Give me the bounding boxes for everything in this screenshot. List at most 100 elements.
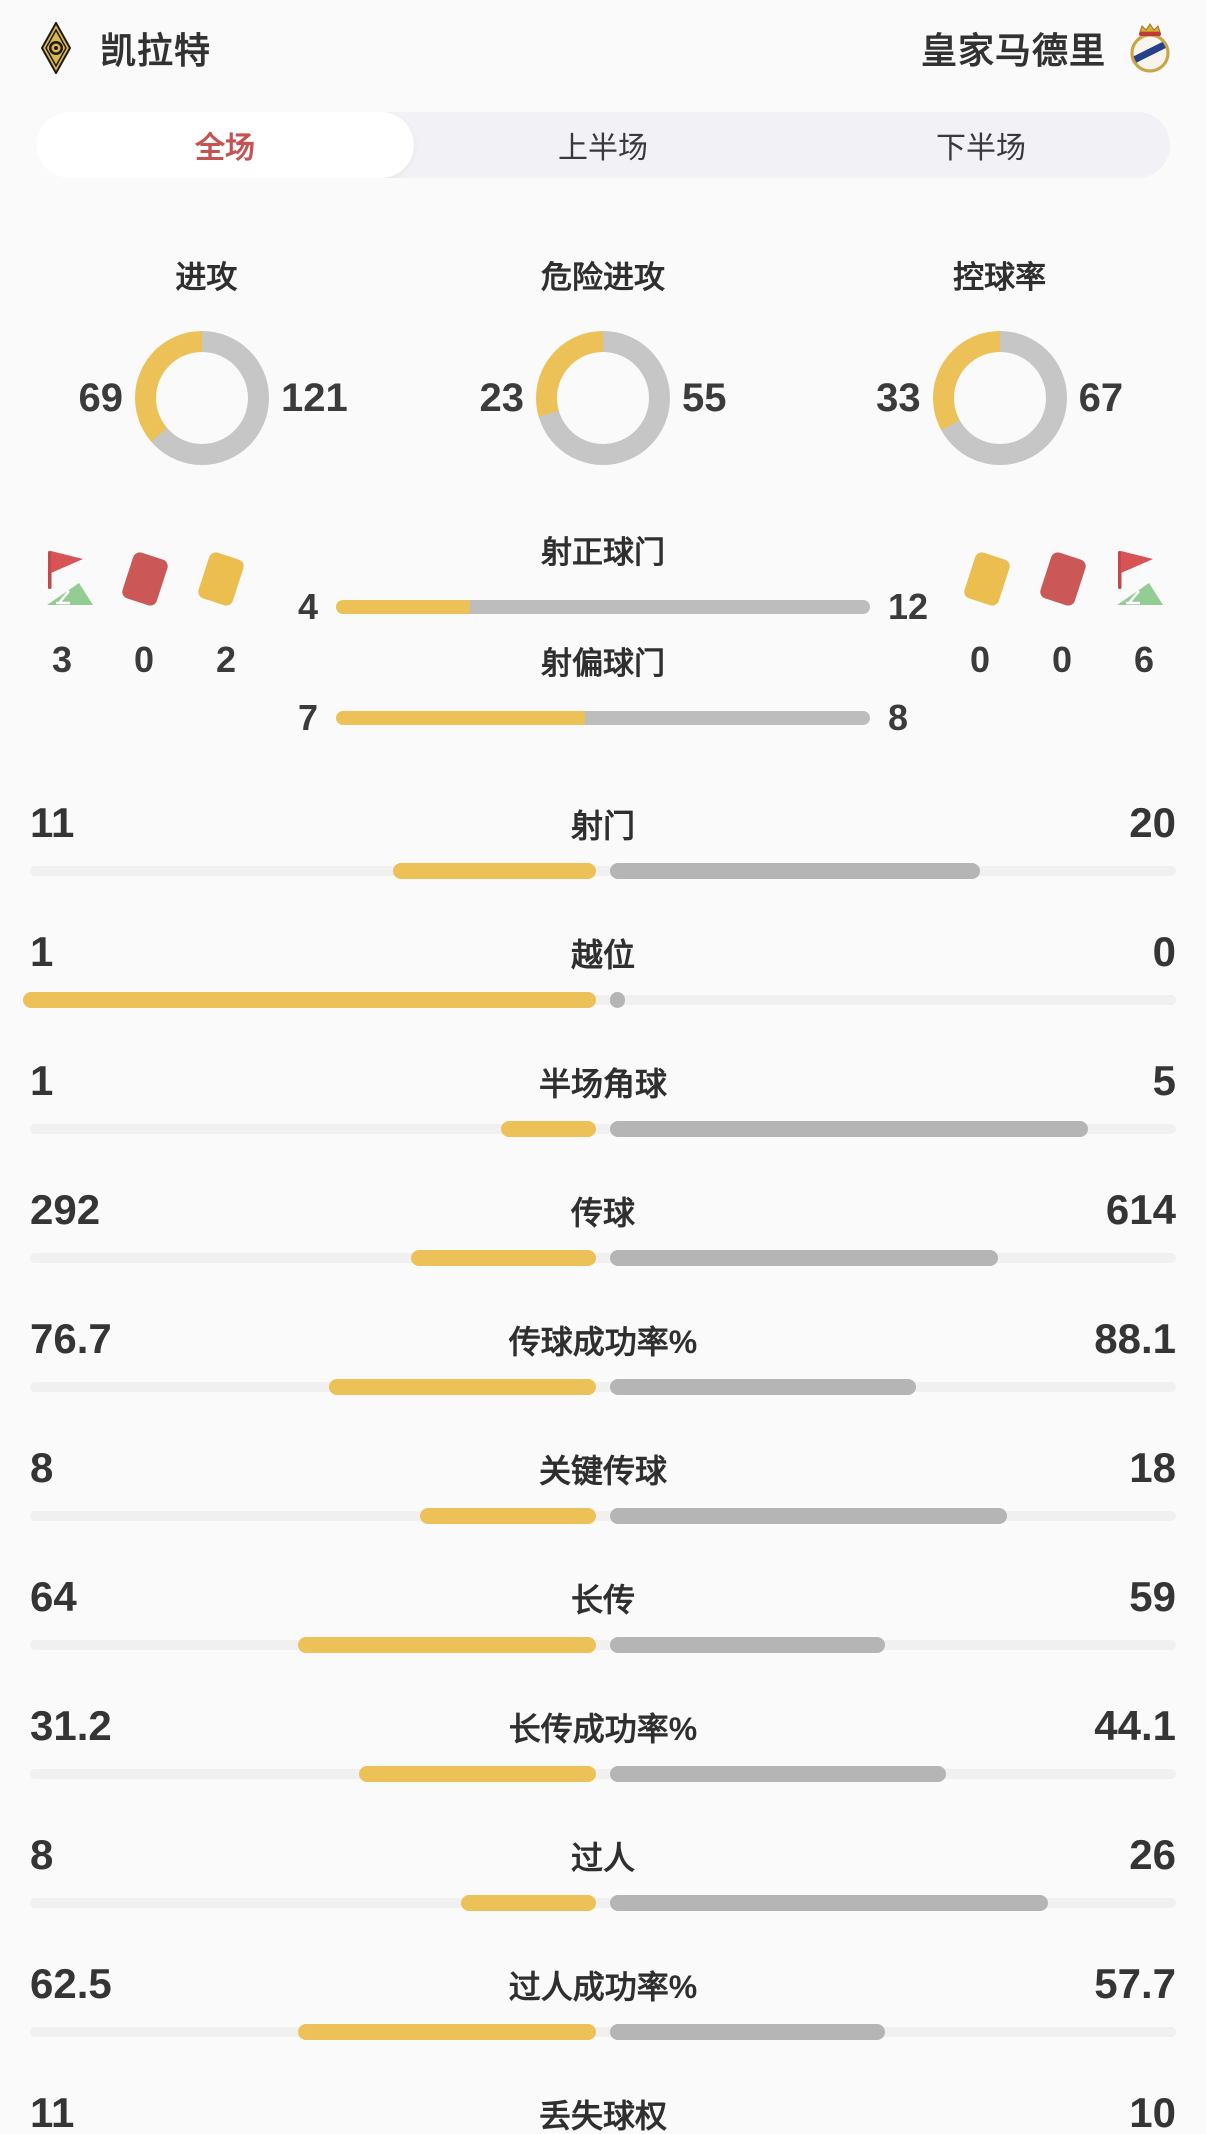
stat-home-value: 1 [30, 1057, 54, 1104]
stat-bar-away-segment [610, 1379, 917, 1395]
stat-label: 传球 [570, 1195, 635, 1231]
stat-home-value: 76.7 [30, 1315, 112, 1362]
stat-bar-home-segment [392, 863, 596, 879]
tab-second-half[interactable]: 下半场 [936, 132, 1026, 165]
stat-bar-away-segment [610, 1766, 946, 1782]
stat-home-value: 31.2 [30, 1702, 112, 1749]
home-team-header: 凯拉特 [30, 22, 211, 74]
shots-discipline-section: 3 0 2 射正球门 4 12 射偏球门 7 8 [0, 527, 1206, 749]
shot-bar [336, 600, 870, 614]
stat-bar [30, 1379, 1176, 1395]
away-discipline-values: 0 0 6 [948, 617, 1176, 681]
away-discipline-icons [948, 543, 1176, 617]
stat-away-value: 26 [1129, 1831, 1176, 1878]
red-card-icon [1030, 543, 1094, 617]
shot-bar-label: 射偏球门 [541, 646, 665, 681]
stat-bar-home-segment [461, 1895, 596, 1911]
donut-away-value: 55 [682, 375, 727, 420]
shot-bar-group: 射偏球门 7 8 [272, 638, 934, 739]
away-yellow-card-count: 0 [969, 639, 991, 680]
donut-chart: 控球率 33 67 [801, 252, 1198, 465]
stat-row: 1 半场角球 5 [30, 1057, 1176, 1137]
home-red-card-count: 0 [133, 639, 155, 680]
stat-bar-away-segment [610, 992, 625, 1008]
stat-label: 关键传球 [538, 1453, 667, 1489]
stat-bar [30, 1895, 1176, 1911]
stat-home-value: 8 [30, 1831, 54, 1878]
away-red-card-count: 0 [1051, 639, 1073, 680]
stat-home-value: 64 [30, 1573, 77, 1620]
shot-away-value: 12 [888, 586, 929, 627]
shot-home-value: 7 [297, 697, 318, 738]
stat-bar-home-segment [419, 1508, 596, 1524]
corner-flag-icon [1106, 543, 1170, 617]
stat-away-value: 59 [1129, 1573, 1176, 1620]
stat-row: 76.7 传球成功率% 88.1 [30, 1315, 1176, 1395]
yellow-card-icon [188, 543, 252, 617]
match-header: 凯拉特 皇家马德里 [0, 0, 1206, 74]
stat-label: 丢失球权 [538, 2098, 667, 2134]
stat-bar-away-segment [610, 1637, 885, 1653]
stat-away-value: 10 [1129, 2089, 1176, 2134]
stat-label: 长传 [570, 1582, 635, 1618]
stat-away-value: 88.1 [1094, 1315, 1176, 1362]
tab-first-half[interactable]: 上半场 [558, 132, 648, 165]
stat-row: 31.2 长传成功率% 44.1 [30, 1702, 1176, 1782]
donut-home-value: 33 [876, 375, 921, 420]
stat-bar-away-segment [610, 1508, 1007, 1524]
stat-bar [30, 1637, 1176, 1653]
stat-row: 8 过人 26 [30, 1831, 1176, 1911]
home-discipline-block: 3 0 2 [30, 527, 258, 749]
stat-bar-home-segment [500, 1121, 596, 1137]
donut-title: 进攻 [175, 260, 238, 295]
home-team-logo-icon [40, 22, 72, 74]
home-yellow-card-count: 2 [215, 639, 237, 680]
donut-chart: 进攻 69 121 [8, 252, 405, 465]
donut-title: 危险进攻 [541, 260, 665, 295]
stat-home-value: 11 [30, 2089, 75, 2134]
donut-title: 控球率 [953, 260, 1047, 295]
stat-row: 1 越位 0 [23, 928, 1176, 1008]
stat-bar-home-segment [23, 992, 596, 1008]
home-discipline-values: 3 0 2 [30, 617, 258, 681]
home-corner-flag-count: 3 [51, 639, 73, 680]
corner-flag-icon [36, 543, 100, 617]
stat-away-value: 20 [1129, 799, 1176, 846]
stat-row: 8 关键传球 18 [30, 1444, 1176, 1524]
stat-label: 长传成功率% [508, 1711, 698, 1747]
stat-row: 62.5 过人成功率% 57.7 [30, 1960, 1176, 2040]
donut-home-value: 69 [78, 375, 123, 420]
donut-away-value: 121 [280, 375, 348, 420]
donut-away-value: 67 [1078, 375, 1124, 420]
yellow-card-icon [954, 543, 1018, 617]
stat-bar-away-segment [610, 1121, 1088, 1137]
shot-bar-label: 射正球门 [541, 535, 665, 570]
stat-home-value: 292 [30, 1186, 101, 1233]
away-team-name: 皇家马德里 [920, 30, 1106, 71]
stat-bar-home-segment [358, 1766, 596, 1782]
tab-full-match[interactable]: 全场 [36, 112, 414, 178]
shot-away-value: 8 [888, 697, 909, 738]
shot-home-value: 4 [297, 586, 318, 627]
stat-label: 过人 [570, 1840, 635, 1876]
away-corner-flag-count: 6 [1133, 639, 1155, 680]
stat-row: 11 丢失球权 10 [30, 2089, 1176, 2134]
stat-label: 过人成功率% [508, 1969, 698, 2005]
stat-away-value: 18 [1129, 1444, 1176, 1491]
away-team-logo-icon [1130, 23, 1170, 73]
stat-bar-home-segment [411, 1250, 596, 1266]
stat-home-value: 62.5 [30, 1960, 112, 2007]
stat-bar [23, 992, 1176, 1008]
stat-bar [30, 1766, 1176, 1782]
away-team-header: 皇家马德里 [921, 22, 1176, 74]
stat-bar-away-segment [610, 2024, 886, 2040]
stat-bar [30, 1121, 1176, 1137]
stat-bar-away-segment [610, 1250, 999, 1266]
shots-bars-block: 射正球门 4 12 射偏球门 7 8 [258, 527, 948, 749]
stat-bar [30, 863, 1176, 879]
stat-home-value: 1 [30, 928, 54, 975]
stat-home-value: 11 [30, 799, 75, 846]
stat-row: 11 射门 20 [30, 799, 1176, 879]
stat-rows-section: 11 射门 20 1 越位 0 1 半场角球 5 [0, 799, 1206, 2134]
stat-bar-home-segment [298, 2024, 596, 2040]
